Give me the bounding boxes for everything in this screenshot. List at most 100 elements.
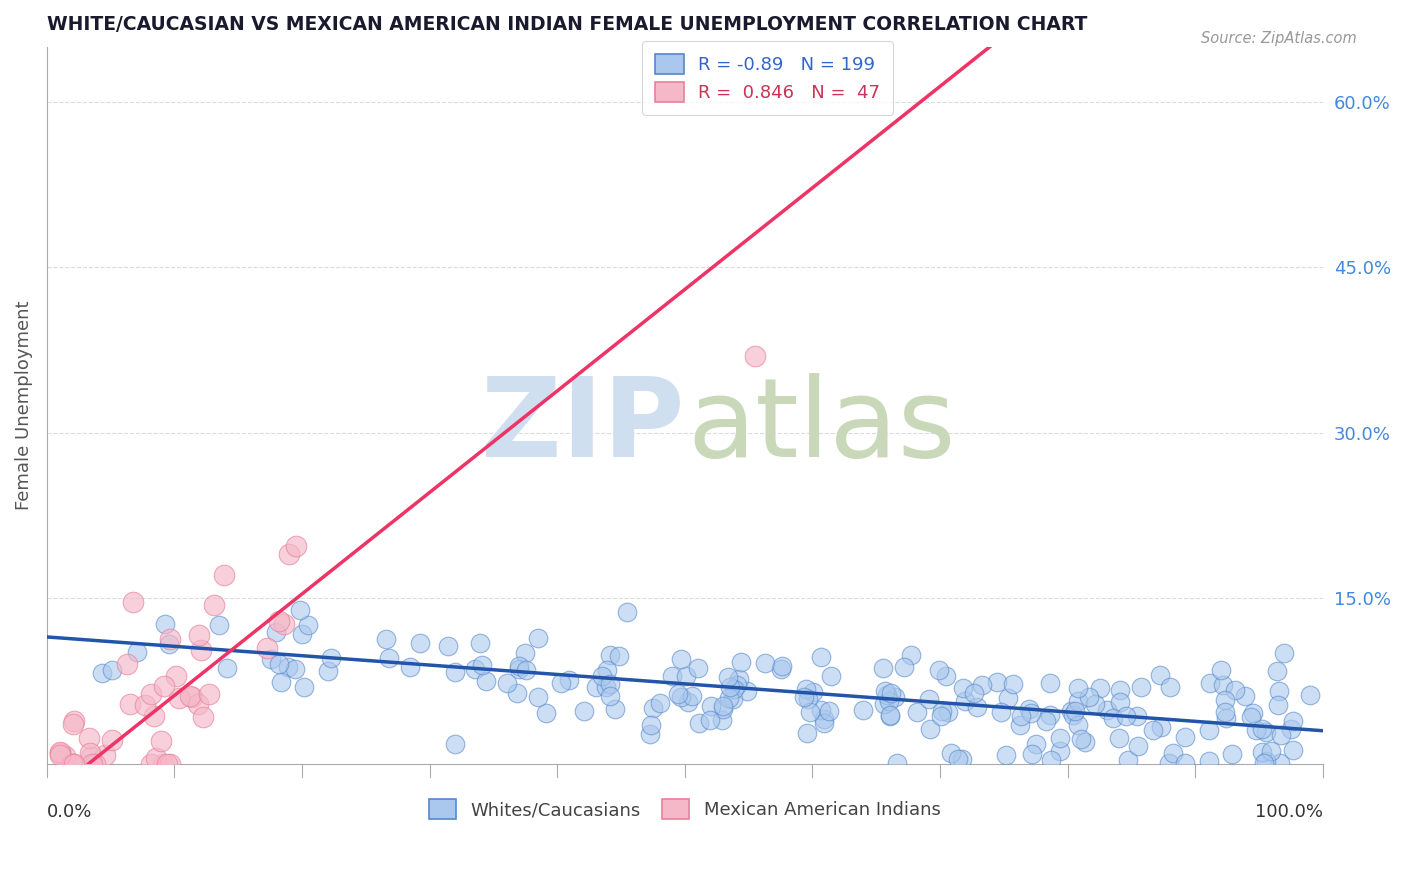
Point	[669, 690, 692, 704]
Point	[118, 698, 141, 712]
Point	[1025, 737, 1047, 751]
Point	[818, 704, 841, 718]
Point	[1254, 725, 1277, 739]
Point	[260, 652, 283, 666]
Point	[125, 645, 148, 659]
Point	[688, 661, 710, 675]
Point	[256, 641, 278, 656]
Point	[188, 628, 211, 642]
Point	[1021, 747, 1043, 761]
Point	[799, 706, 821, 720]
Point	[966, 699, 988, 714]
Point	[159, 632, 181, 647]
Point	[288, 603, 311, 617]
Point	[468, 635, 491, 649]
Point	[1209, 663, 1232, 677]
Point	[1149, 667, 1171, 681]
Point	[284, 539, 307, 553]
Point	[399, 660, 422, 674]
Point	[1019, 706, 1042, 721]
Point	[676, 695, 699, 709]
Point	[730, 656, 752, 670]
Point	[946, 752, 969, 766]
Point	[1060, 704, 1083, 718]
Point	[572, 704, 595, 718]
Point	[1001, 677, 1024, 691]
Point	[278, 547, 301, 561]
Point	[1088, 681, 1111, 695]
Point	[721, 691, 744, 706]
Point	[689, 715, 711, 730]
Point	[641, 701, 664, 715]
Point	[1213, 705, 1236, 719]
Point	[718, 690, 741, 705]
Point	[963, 686, 986, 700]
Point	[1102, 711, 1125, 725]
Point	[717, 670, 740, 684]
Point	[711, 702, 734, 716]
Point	[1212, 678, 1234, 692]
Point	[1260, 743, 1282, 757]
Point	[515, 646, 537, 660]
Point	[1253, 756, 1275, 770]
Point	[929, 708, 952, 723]
Point	[62, 756, 84, 771]
Text: ZIP: ZIP	[481, 373, 685, 480]
Point	[150, 733, 173, 747]
Point	[115, 657, 138, 671]
Point	[1250, 745, 1272, 759]
Point	[316, 664, 339, 678]
Point	[1198, 754, 1220, 768]
Text: Source: ZipAtlas.com: Source: ZipAtlas.com	[1201, 31, 1357, 46]
Point	[62, 756, 84, 771]
Point	[297, 618, 319, 632]
Point	[770, 659, 793, 673]
Point	[217, 661, 239, 675]
Point	[936, 705, 959, 719]
Point	[1174, 756, 1197, 770]
Point	[1220, 747, 1243, 761]
Point	[796, 726, 818, 740]
Point	[1174, 730, 1197, 744]
Point	[769, 662, 792, 676]
Point	[1239, 709, 1261, 723]
Point	[810, 650, 832, 665]
Point	[1049, 744, 1071, 758]
Point	[1225, 682, 1247, 697]
Point	[508, 659, 530, 673]
Point	[1270, 728, 1292, 742]
Point	[506, 686, 529, 700]
Point	[735, 684, 758, 698]
Point	[810, 703, 832, 717]
Point	[1074, 735, 1097, 749]
Point	[595, 680, 617, 694]
Point	[935, 668, 957, 682]
Point	[291, 627, 314, 641]
Point	[475, 673, 498, 688]
Point	[155, 756, 177, 771]
Point	[212, 568, 235, 582]
Point	[1070, 732, 1092, 747]
Text: WHITE/CAUCASIAN VS MEXICAN AMERICAN INDIAN FEMALE UNEMPLOYMENT CORRELATION CHART: WHITE/CAUCASIAN VS MEXICAN AMERICAN INDI…	[46, 15, 1087, 34]
Point	[1265, 664, 1288, 678]
Point	[675, 669, 697, 683]
Point	[157, 637, 180, 651]
Point	[1129, 681, 1152, 695]
Point	[165, 669, 187, 683]
Point	[995, 747, 1018, 762]
Point	[710, 713, 733, 727]
Point	[62, 756, 84, 771]
Point	[90, 665, 112, 680]
Point	[159, 756, 181, 771]
Point	[1108, 731, 1130, 746]
Point	[591, 669, 613, 683]
Point	[1116, 753, 1139, 767]
Point	[599, 677, 621, 691]
Point	[599, 648, 621, 662]
Point	[648, 696, 671, 710]
Point	[437, 639, 460, 653]
Point	[77, 731, 100, 746]
Point	[970, 678, 993, 692]
Point	[1126, 739, 1149, 753]
Point	[48, 746, 70, 760]
